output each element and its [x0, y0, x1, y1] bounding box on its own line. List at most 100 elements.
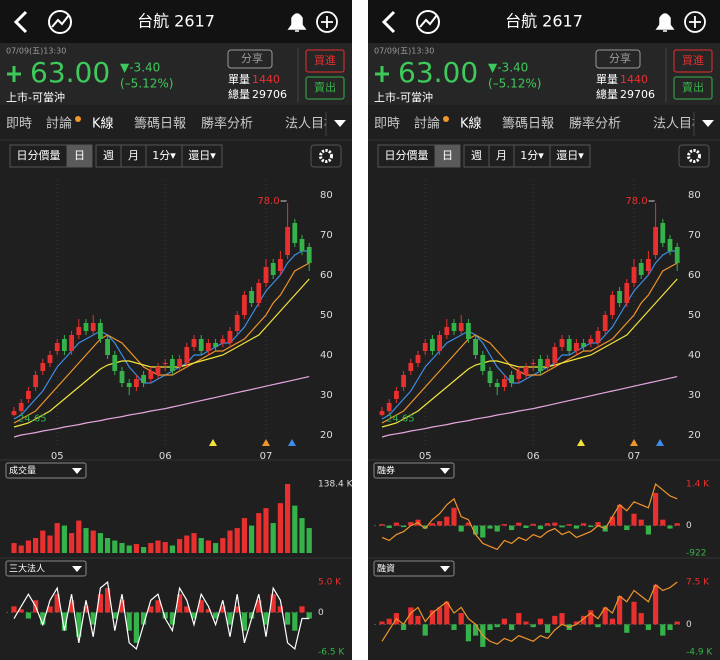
tab[interactable]: 勝率分析	[201, 116, 253, 132]
y-tick-label: 7.5 K	[686, 578, 710, 588]
candle-body	[170, 359, 175, 371]
indicator-title: 融券	[377, 465, 395, 477]
tab-badge	[75, 116, 81, 122]
tab[interactable]: 即時	[374, 117, 400, 132]
indicator-bar	[581, 523, 587, 526]
tab[interactable]: K線	[460, 116, 482, 132]
indicator-bar	[133, 612, 139, 643]
candle-body	[47, 355, 53, 363]
y-tick-label: 5.0 K	[318, 578, 342, 588]
tab[interactable]: 討論	[414, 116, 440, 132]
bell-icon[interactable]	[287, 13, 307, 32]
candle-body	[646, 259, 651, 271]
share-button[interactable]	[595, 49, 641, 69]
back-button[interactable]	[13, 10, 28, 34]
settings-button[interactable]	[310, 144, 342, 168]
indicator-dropdown	[440, 566, 450, 572]
indicator-bar	[270, 523, 276, 553]
candle-body	[256, 283, 262, 303]
add-icon[interactable]	[684, 11, 706, 33]
stock-title: 台航 2617	[505, 12, 583, 31]
indicator-bar	[552, 615, 558, 625]
low-annotation: 24.65	[18, 413, 47, 424]
tab[interactable]: 法人目標	[653, 117, 705, 132]
chart-icon[interactable]	[416, 10, 440, 34]
toolbar-button[interactable]	[434, 144, 461, 168]
y-tick-label: 138.4 K	[318, 480, 354, 490]
share-button[interactable]	[227, 49, 273, 69]
candle-body	[386, 403, 392, 411]
candle-body	[631, 267, 637, 283]
indicator-bar	[249, 525, 255, 553]
chart-icon[interactable]	[48, 10, 72, 34]
sell-button[interactable]	[673, 76, 713, 100]
tab[interactable]: 勝率分析	[569, 116, 621, 132]
indicator-bar	[473, 525, 479, 535]
buy-button[interactable]	[673, 49, 713, 73]
indicator-bar	[292, 505, 298, 553]
buy-button[interactable]	[305, 49, 345, 73]
toolbar-button[interactable]	[181, 144, 223, 168]
settings-icon	[319, 149, 333, 163]
indicator-bar	[285, 484, 291, 553]
settings-icon	[687, 149, 701, 163]
tab-more[interactable]	[334, 120, 346, 127]
toolbar-label: 日分價量	[385, 148, 429, 162]
candle-body	[69, 335, 74, 351]
indicator-bar	[169, 612, 175, 625]
sell-button[interactable]	[305, 76, 345, 100]
candle-body	[466, 323, 471, 339]
indicator-line	[13, 262, 310, 424]
tab[interactable]: 法人目標	[285, 117, 337, 132]
add-icon[interactable]	[316, 11, 338, 33]
candle-body	[234, 315, 240, 331]
indicator-bar	[559, 613, 565, 625]
toolbar-label: 日	[74, 149, 85, 162]
candle-body	[270, 263, 276, 275]
candle-body	[134, 379, 139, 387]
candle-body	[40, 363, 46, 371]
tab[interactable]: 籌碼日報	[502, 117, 554, 132]
settings-button[interactable]	[678, 144, 710, 168]
indicator-selector[interactable]	[5, 560, 87, 577]
candle-body	[480, 355, 486, 371]
indicator-selector[interactable]	[373, 560, 455, 577]
tab[interactable]: 即時	[6, 117, 32, 132]
indicator-bar	[516, 613, 522, 625]
toolbar-label: 1分▾	[520, 149, 544, 162]
indicator-bar	[509, 624, 515, 630]
indicator-bar	[638, 519, 644, 526]
candle-body	[119, 371, 125, 383]
tab[interactable]: K線	[92, 116, 114, 132]
tab[interactable]: 討論	[46, 116, 72, 132]
unit-volume: 1440	[620, 73, 648, 86]
indicator-bar	[437, 607, 443, 625]
sell-label: 賣出	[682, 80, 704, 94]
indicator-bar	[494, 624, 500, 628]
indicator-bar	[76, 520, 82, 553]
indicator-selector[interactable]	[373, 462, 455, 479]
candle-body	[523, 367, 529, 375]
indicator-bar	[437, 521, 443, 526]
indicator-bar	[458, 525, 464, 532]
toolbar-button[interactable]	[66, 144, 93, 168]
tab-more[interactable]	[702, 120, 714, 127]
indicator-bar	[487, 525, 493, 529]
y-tick-label: 50	[320, 310, 333, 321]
back-button[interactable]	[381, 10, 396, 34]
indicator-bar	[429, 523, 435, 526]
tab[interactable]: 籌碼日報	[134, 117, 186, 132]
bell-icon[interactable]	[655, 13, 675, 32]
indicator-bar	[54, 594, 60, 613]
indicator-line	[381, 581, 678, 645]
candle-body	[83, 323, 89, 331]
candle-body	[98, 323, 103, 339]
indicator-bar	[609, 618, 615, 625]
toolbar-button[interactable]	[549, 144, 591, 168]
indicator-bar	[47, 535, 53, 553]
indicator-selector[interactable]	[5, 462, 87, 479]
indicator-bar	[54, 523, 60, 553]
unit-volume-label: 單量	[596, 73, 618, 86]
